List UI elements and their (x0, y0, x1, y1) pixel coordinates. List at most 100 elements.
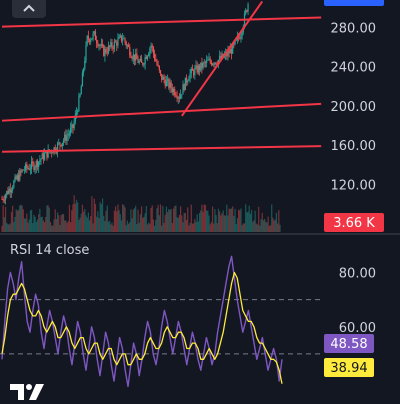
volume-bar (259, 225, 261, 232)
candle-body (110, 42, 112, 47)
volume-bar (13, 221, 15, 232)
candle-body (46, 150, 48, 158)
candle-body (194, 68, 196, 76)
candle-body (25, 164, 27, 170)
candle-body (234, 40, 236, 45)
volume-bar (172, 208, 175, 232)
volume-bar (222, 210, 224, 232)
volume-bar (274, 219, 276, 232)
candle-body (229, 48, 231, 54)
volume-bar (209, 224, 211, 232)
volume-bar (90, 216, 92, 232)
volume-bar (271, 204, 273, 232)
volume-bar (211, 206, 214, 232)
volume-bar (267, 216, 269, 232)
candle-body (143, 64, 145, 65)
volume-bar (66, 222, 68, 232)
volume-bar (154, 225, 156, 232)
volume-bar (41, 216, 43, 232)
candle-body (227, 51, 229, 57)
volume-bar (245, 204, 247, 232)
volume-bar (104, 221, 106, 232)
candle-body (150, 45, 152, 49)
volume-bar (156, 208, 158, 232)
volume-bar (183, 212, 185, 232)
volume-bar (219, 211, 221, 232)
candle-body (21, 169, 23, 172)
volume-bar (248, 205, 250, 232)
candle-body (145, 57, 147, 59)
candle-body (226, 52, 228, 57)
candle-body (27, 168, 29, 169)
volume-bar (42, 220, 45, 232)
volume-bar (136, 223, 138, 232)
candle-body (55, 151, 58, 153)
rsi-ma-line (1, 271, 283, 384)
candle-body (68, 133, 71, 135)
rsi-indicator-title[interactable]: RSI 14 close (10, 243, 89, 258)
candle-body (131, 57, 133, 59)
candle-body (170, 82, 172, 89)
candle-body (93, 31, 95, 34)
candle-body (104, 48, 106, 57)
volume-bar (260, 219, 262, 232)
volume-bar (49, 222, 52, 232)
candle-body (60, 144, 62, 147)
volume-bar (57, 212, 59, 232)
candle-body (43, 153, 46, 160)
volume-bar (191, 223, 194, 232)
volume-bar (251, 209, 253, 232)
candle-body (74, 114, 76, 122)
volume-bar (275, 212, 278, 232)
volume-bar (64, 220, 66, 232)
volume-bar (214, 209, 216, 232)
volume-bar (152, 219, 155, 232)
volume-bar (88, 220, 91, 232)
volume-bar (144, 213, 146, 232)
volume-bar (39, 208, 41, 232)
candle-body (61, 142, 63, 147)
volume-bar (118, 210, 120, 232)
volume-bar (181, 215, 183, 232)
volume-bar (68, 204, 71, 232)
volume-bar (132, 209, 134, 232)
volume-bar (232, 206, 234, 232)
volume-bar (87, 212, 89, 232)
candle-body (36, 161, 39, 168)
volume-bar (123, 205, 125, 232)
volume-bar (6, 222, 8, 232)
volume-bar (131, 218, 133, 232)
candle-body (180, 94, 182, 99)
candle-body (51, 151, 53, 153)
rsi-value-label: 48.58 (330, 337, 367, 352)
candle-body (204, 62, 207, 64)
candle-body (30, 161, 33, 169)
candle-body (12, 187, 14, 190)
candle-body (41, 153, 43, 159)
volume-bar (105, 210, 107, 232)
candle-body (230, 48, 233, 54)
candle-body (38, 161, 40, 168)
volume-bar (60, 215, 62, 232)
candle-body (75, 112, 78, 115)
candle-body (118, 36, 120, 39)
volume-bar (229, 209, 231, 232)
candle-body (120, 35, 123, 41)
volume-bar (1, 225, 3, 232)
volume-bar (77, 202, 79, 232)
candle-body (100, 44, 102, 46)
volume-bar (116, 211, 118, 232)
candle-body (132, 54, 134, 59)
candle-body (86, 35, 88, 45)
volume-bar (247, 211, 249, 232)
volume-bar (213, 223, 215, 232)
volume-bar (234, 208, 236, 232)
candle-body (59, 142, 61, 145)
candle-body (10, 189, 13, 193)
candlesticks (1, 2, 249, 205)
volume-bar (168, 208, 170, 232)
volume-bar (170, 208, 172, 232)
collapse-pane-button[interactable] (12, 0, 46, 18)
volume-bar (233, 215, 235, 232)
